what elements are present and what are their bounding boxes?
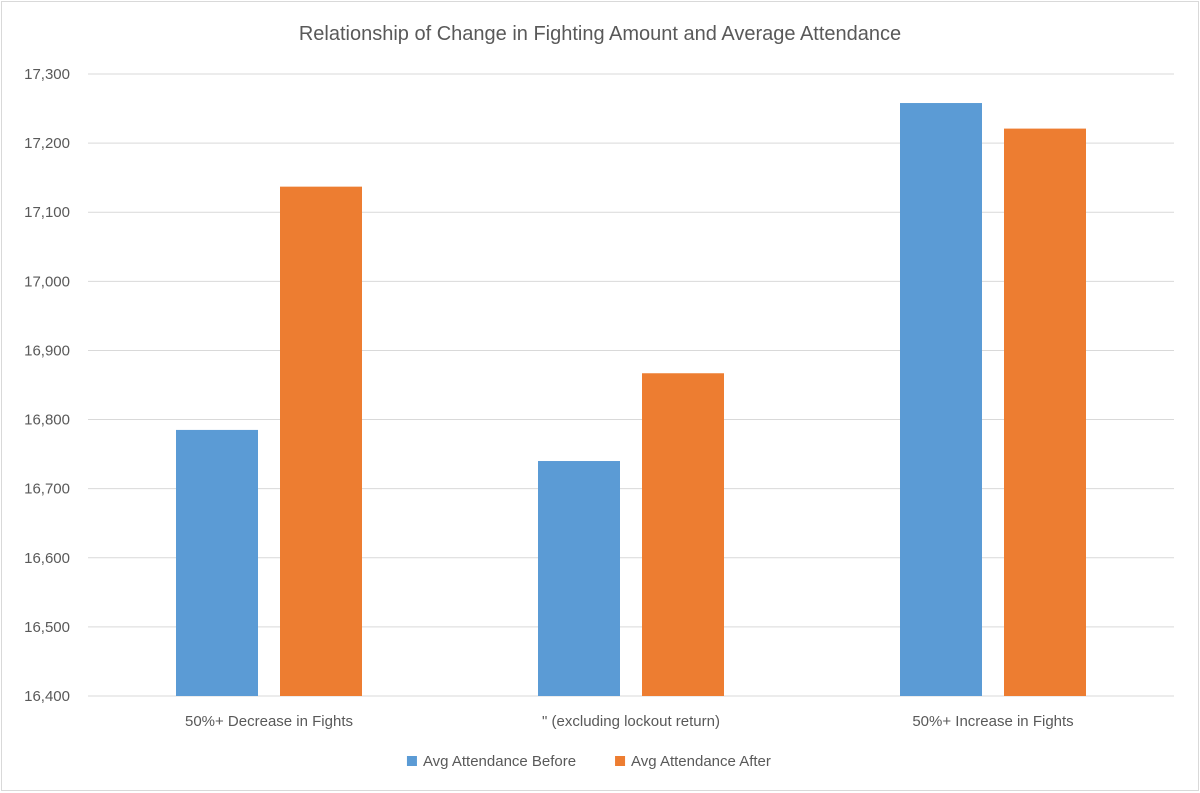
y-tick-label: 16,500 [24, 619, 70, 636]
bars [176, 103, 1086, 696]
y-tick-label: 17,300 [24, 66, 70, 83]
y-tick-label: 17,000 [24, 273, 70, 290]
y-tick-label: 16,800 [24, 412, 70, 429]
y-gridlines [88, 73, 1174, 697]
legend-swatch [406, 756, 417, 766]
bar-before-3 [900, 103, 982, 696]
legend-label: Avg Attendance Before [423, 753, 576, 770]
y-tick-label: 16,900 [24, 342, 70, 359]
bar-after-2 [642, 373, 724, 696]
y-tick-label: 16,700 [24, 481, 70, 498]
x-axis-tick-labels: 50%+ Decrease in Fights " (excluding lock… [185, 713, 1074, 730]
legend-swatch [615, 756, 626, 766]
legend-label: Avg Attendance After [631, 753, 771, 770]
y-axis-tick-labels: 16,400 16,500 16,600 16,700 16,800 16,900 17,0… [24, 66, 70, 705]
chart-title: Relationship of Change in Fighting Amoun… [299, 23, 901, 45]
x-tick-label: " (excluding lockout return) [542, 713, 720, 730]
y-tick-label: 16,600 [24, 550, 70, 567]
legend: Avg Attendance Before Avg Attendance Afte… [406, 753, 771, 770]
bar-after-3 [1004, 128, 1086, 696]
y-tick-label: 17,100 [24, 204, 70, 221]
y-tick-label: 17,200 [24, 135, 70, 152]
bar-before-1 [176, 429, 258, 696]
y-tick-label: 16,400 [24, 688, 70, 705]
x-tick-label: 50%+ Increase in Fights [912, 713, 1073, 730]
bar-after-1 [280, 186, 362, 696]
bar-before-2 [538, 461, 620, 696]
x-tick-label: 50%+ Decrease in Fights [185, 713, 353, 730]
